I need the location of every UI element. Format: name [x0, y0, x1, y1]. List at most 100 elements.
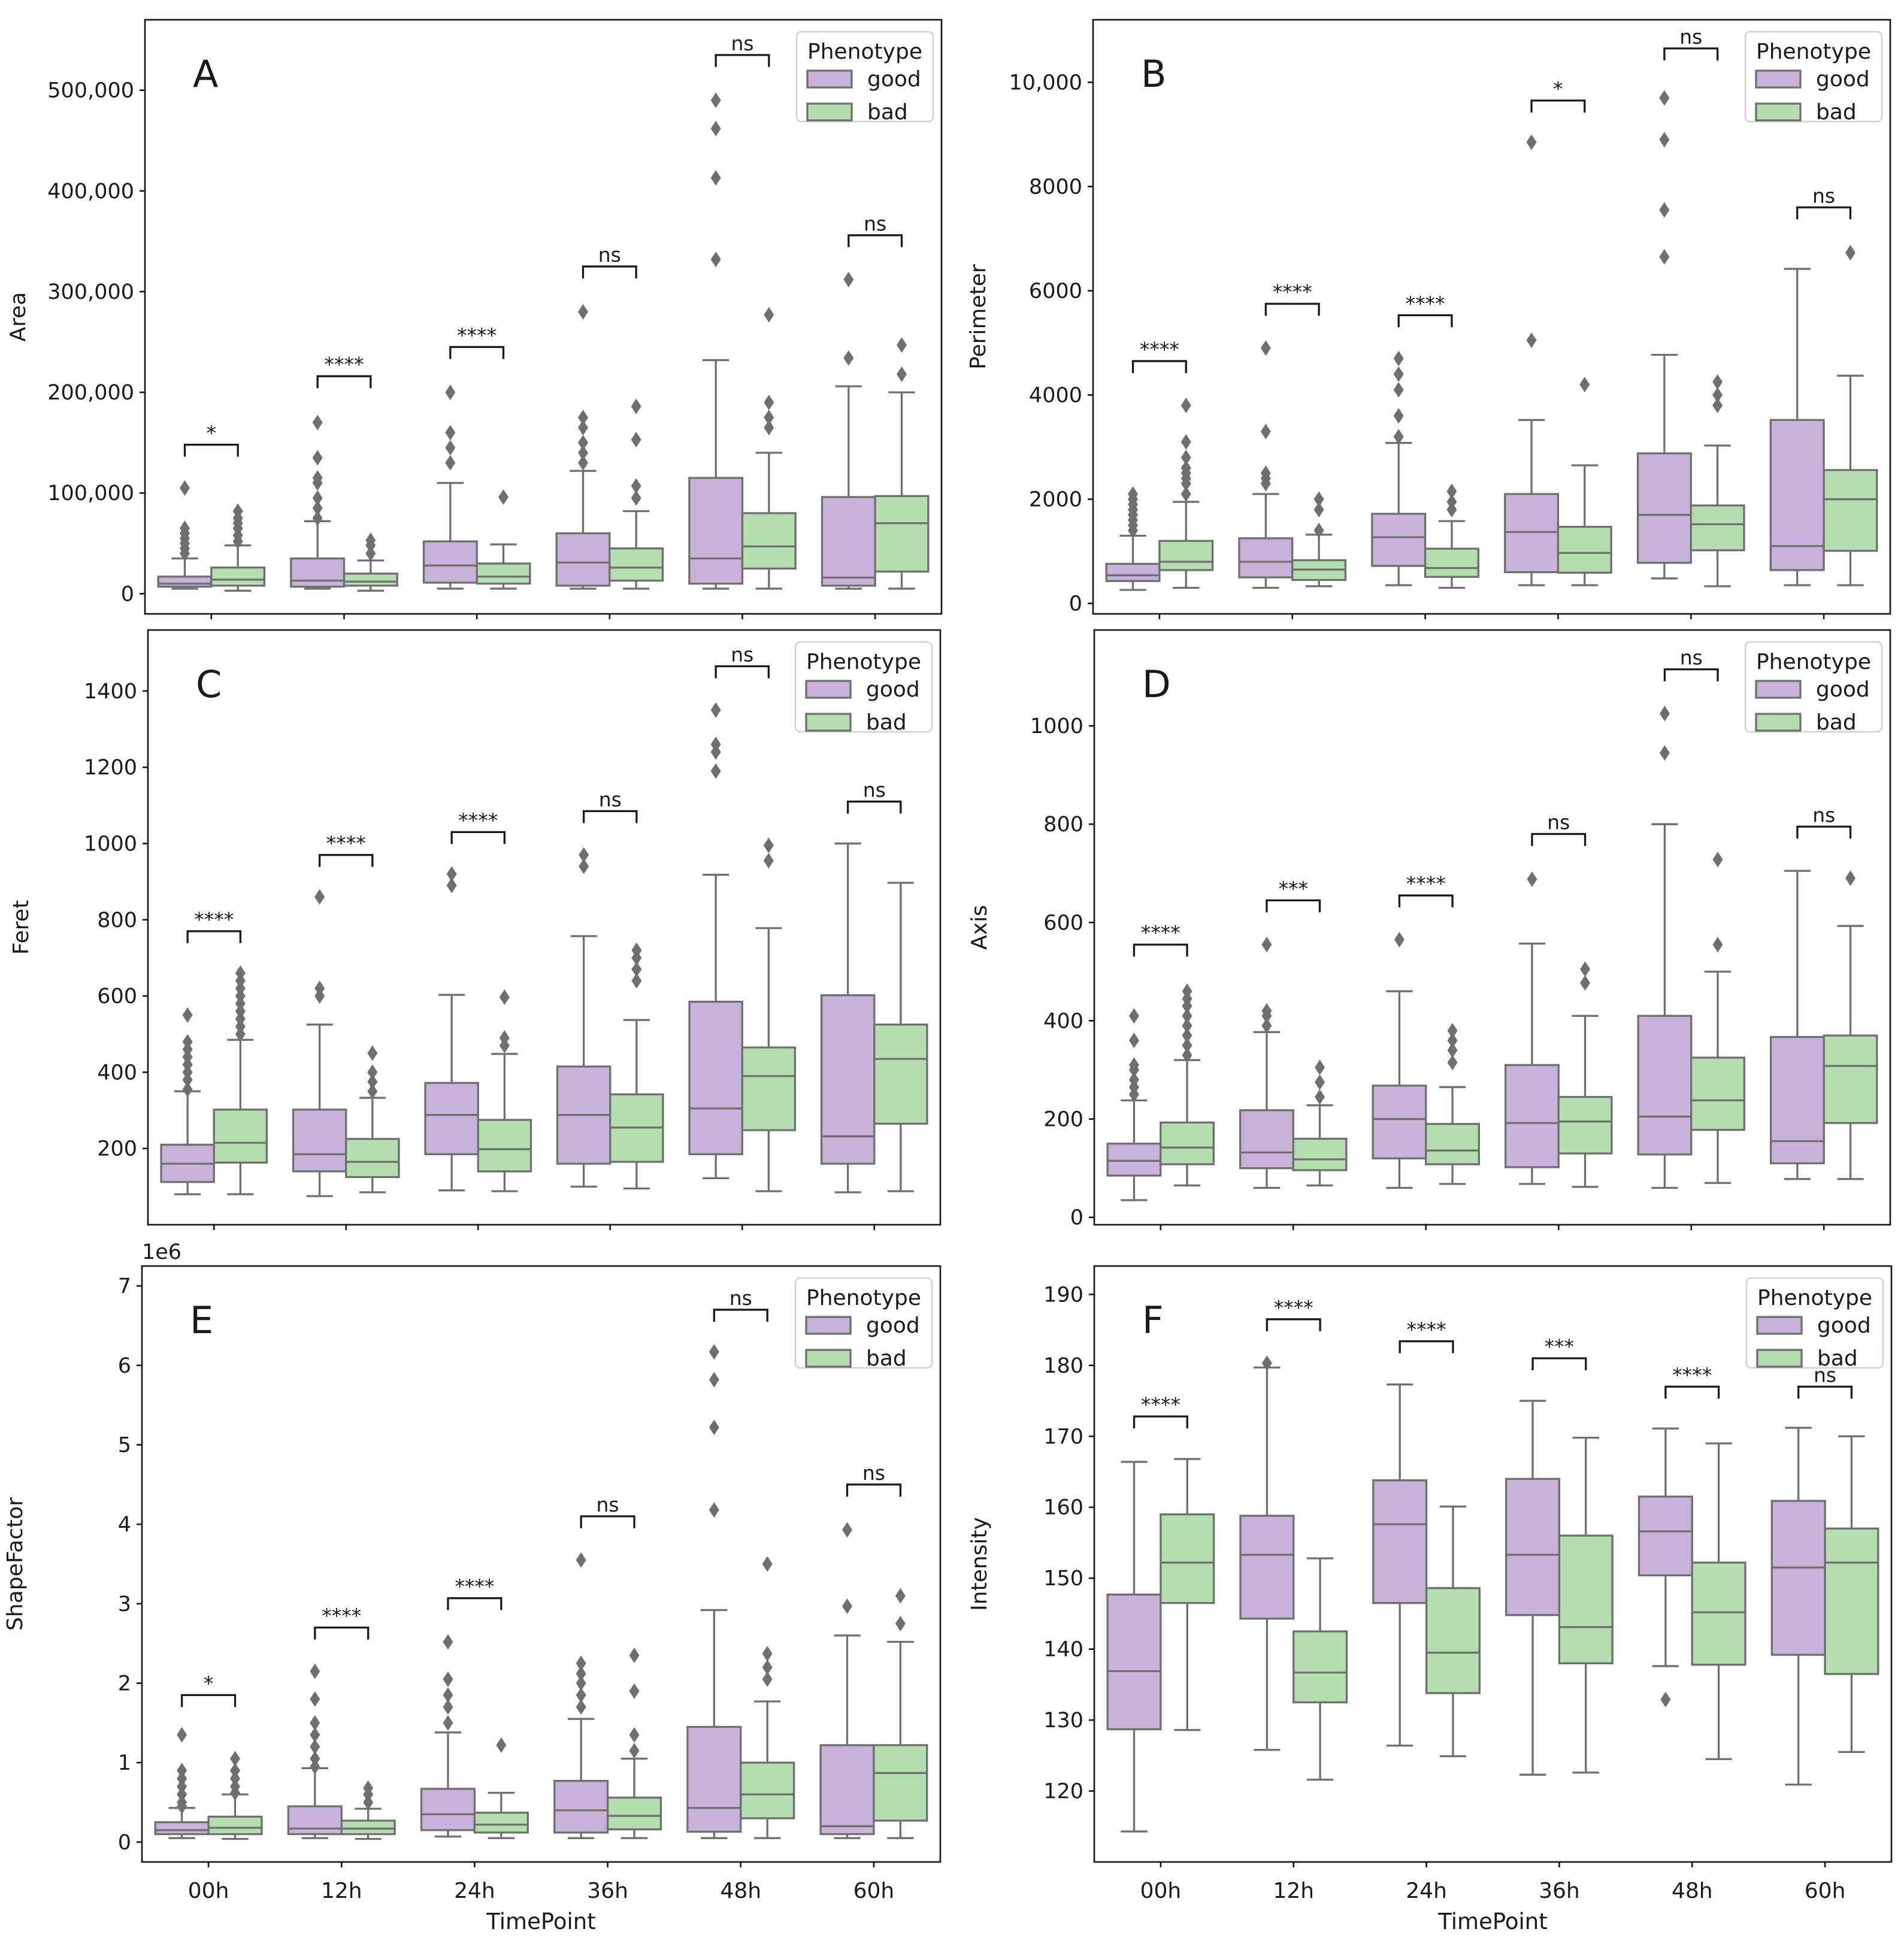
y-tick-label: 0	[121, 582, 134, 606]
box-iqr	[473, 1812, 529, 1834]
legend-title: Phenotype	[807, 40, 922, 64]
outlier-point	[1447, 1022, 1458, 1038]
outlier-point	[182, 1034, 193, 1050]
outlier-point	[363, 1794, 374, 1810]
legend: Phenotype good bad	[795, 31, 934, 125]
outlier-point	[367, 1083, 378, 1100]
outlier-point	[1845, 870, 1856, 886]
significance-60h: ns	[846, 1461, 902, 1497]
significance-bracket	[1531, 1357, 1587, 1370]
outlier-point	[1446, 483, 1457, 499]
y-tick-label: 800	[1043, 813, 1083, 837]
legend-swatch-good	[805, 1316, 852, 1335]
box-good-60h	[1769, 870, 1825, 1180]
panel-letter: A	[193, 52, 218, 96]
outlier-point	[1446, 501, 1457, 517]
outlier-point	[445, 425, 456, 441]
box-iqr	[422, 540, 478, 584]
box-iqr	[1292, 1137, 1348, 1171]
box-bad-00h	[207, 1751, 263, 1840]
y-tick-label: 1200	[84, 756, 137, 780]
outlier-point	[629, 1743, 640, 1759]
significance-label: ns	[1547, 811, 1570, 834]
box-bad-12h	[340, 1780, 396, 1840]
legend-label-bad: bad	[866, 1346, 907, 1371]
significance-label: ns	[731, 643, 753, 666]
y-tick-label: 2	[118, 1672, 131, 1696]
significance-60h: ns	[1796, 184, 1852, 220]
panel-letter: C	[196, 662, 222, 706]
outlier-point	[180, 480, 190, 496]
box-iqr	[477, 1119, 532, 1173]
y-tick-label: 200	[1043, 1108, 1083, 1132]
y-tick-label: 400,000	[47, 180, 134, 204]
significance-label: ****	[1140, 338, 1179, 361]
significance-bracket	[316, 375, 372, 389]
y-tick-label: 5	[118, 1434, 131, 1458]
y-tick-label: 130	[1043, 1709, 1083, 1733]
box-iqr	[476, 562, 531, 585]
box-iqr	[1239, 1109, 1294, 1170]
series-bad	[213, 837, 928, 1195]
outlier-point	[443, 1699, 453, 1715]
box-iqr	[1160, 1513, 1215, 1604]
box-good-60h	[1770, 1427, 1826, 1786]
box-iqr	[1504, 493, 1560, 574]
significance-bracket	[1664, 1385, 1720, 1399]
outlier-point	[1659, 90, 1670, 106]
outlier-point	[443, 1715, 453, 1731]
outlier-point	[1527, 871, 1537, 888]
outlier-point	[1261, 1003, 1272, 1019]
outlier-point	[709, 1502, 719, 1518]
outlier-point	[443, 1671, 453, 1687]
significance-label: ***	[1279, 877, 1309, 900]
outlier-point	[762, 1671, 773, 1687]
significance-label: ****	[325, 353, 364, 376]
significance-label: ****	[458, 809, 498, 832]
box-bad-36h	[1558, 1436, 1614, 1774]
outlier-point	[1180, 434, 1191, 450]
outlier-point	[1182, 1037, 1192, 1053]
outlier-point	[1659, 132, 1670, 148]
box-good-36h	[555, 304, 611, 590]
outlier-point	[1261, 1355, 1272, 1371]
outlier-point	[578, 444, 588, 461]
outlier-point	[576, 1552, 586, 1568]
box-good-12h	[1239, 937, 1294, 1189]
y-tick-label: 500,000	[47, 79, 134, 103]
series-bad	[1160, 852, 1878, 1188]
box-bad-48h	[741, 307, 797, 590]
series-good	[160, 702, 876, 1197]
box-good-36h	[1504, 871, 1560, 1185]
y-tick-label: 4	[118, 1513, 131, 1537]
legend-swatch-bad	[1756, 1349, 1803, 1368]
box-iqr	[740, 1761, 795, 1819]
outlier-point	[177, 1770, 187, 1786]
significance-36h: ns	[1531, 811, 1587, 846]
series-good	[1105, 90, 1825, 591]
significance-bracket	[715, 665, 770, 679]
significance-label: ****	[326, 832, 366, 855]
outlier-point	[312, 470, 323, 486]
significance-label: *	[1553, 77, 1563, 101]
significance-12h: ****	[316, 353, 372, 389]
outlier-point	[710, 120, 721, 137]
significance-label: ****	[1407, 1318, 1446, 1342]
box-iqr	[819, 1744, 875, 1836]
significance-12h: ****	[1266, 1296, 1321, 1331]
panel-letter: B	[1141, 52, 1167, 96]
y-tick-label: 3	[118, 1592, 131, 1616]
y-tick-label: 1000	[1030, 714, 1083, 738]
significance-bracket	[1399, 1340, 1454, 1353]
box-bad-12h	[345, 1045, 400, 1194]
outlier-point	[177, 1727, 187, 1743]
box-good-00h	[154, 1727, 210, 1839]
legend-box	[1744, 31, 1883, 123]
significance-bracket	[318, 853, 374, 867]
outlier-point	[1315, 1074, 1325, 1091]
outlier-point	[764, 410, 774, 426]
x-tick-label: 48h	[720, 1879, 761, 1903]
significance-bracket	[1131, 360, 1187, 373]
x-tick-label: 24h	[454, 1879, 495, 1903]
